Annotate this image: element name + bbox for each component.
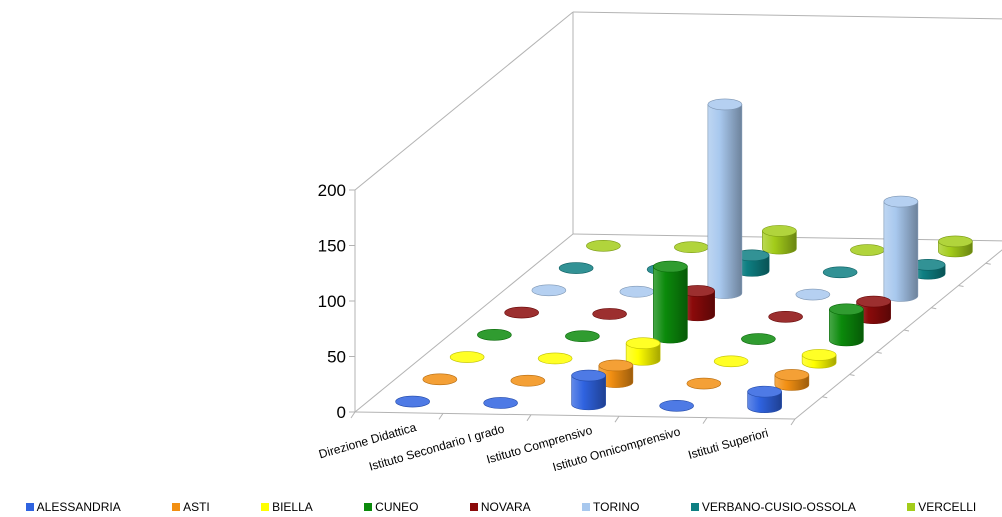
legend-item: ASTI: [172, 500, 210, 514]
y-tick-label: 0: [337, 403, 346, 422]
y-tick-label: 150: [318, 237, 346, 256]
legend-label: TORINO: [593, 500, 640, 514]
chart-marks: [395, 98, 973, 413]
bar: [856, 295, 891, 324]
bar: [707, 98, 743, 299]
bar: [422, 373, 458, 386]
bar: [734, 249, 770, 277]
bar: [850, 244, 885, 256]
y-axis: 0 50 100 150 200: [318, 181, 355, 422]
bar: [659, 399, 694, 412]
bar: [910, 258, 946, 280]
legend-label: BIELLA: [272, 500, 313, 514]
legend-swatch: [582, 503, 591, 511]
legend-swatch: [907, 503, 916, 511]
bar: [768, 310, 803, 323]
legend-swatch: [364, 503, 373, 511]
legend-swatch: [172, 503, 181, 511]
legend-item: TORINO: [582, 500, 639, 514]
bar: [741, 333, 776, 345]
bar: [565, 330, 600, 343]
bar: [592, 308, 627, 320]
y-tick-label: 200: [318, 181, 346, 200]
legend-item: CUNEO: [364, 500, 419, 514]
bar: [395, 395, 430, 408]
bar: [510, 374, 546, 387]
bar: [625, 337, 661, 366]
y-tick-label: 50: [327, 348, 346, 367]
legend-label: CUNEO: [375, 500, 419, 514]
bar: [674, 241, 709, 254]
legend-label: NOVARA: [480, 500, 531, 514]
x-tick-label: Istituti Superiori: [686, 426, 769, 462]
legend-swatch: [469, 503, 478, 511]
bar: [774, 369, 810, 391]
bar: [795, 288, 831, 301]
y-tick-label: 100: [318, 292, 346, 311]
bar: [713, 355, 749, 368]
legend-swatch: [261, 503, 270, 511]
legend-item: NOVARA: [469, 500, 531, 514]
bar: [504, 306, 539, 319]
legend-label: ALESSANDRIA: [36, 500, 121, 514]
bar: [619, 285, 655, 298]
bar: [653, 260, 688, 344]
legend-item: ALESSANDRIA: [25, 500, 121, 514]
bar: [477, 329, 512, 341]
legend-label: ASTI: [183, 500, 210, 514]
legend-item: VERCELLI: [907, 500, 976, 514]
bar: [537, 352, 573, 365]
bar: [801, 349, 837, 369]
legend-item: BIELLA: [261, 500, 313, 514]
bar: [883, 195, 919, 302]
legend-label: VERCELLI: [918, 500, 977, 514]
legend-item: VERBANO-CUSIO-OSSOLA: [690, 500, 856, 514]
bar: [747, 385, 782, 413]
bar: [449, 351, 485, 363]
bar: [598, 359, 634, 388]
legend-label: VERBANO-CUSIO-OSSOLA: [701, 500, 856, 514]
bar: [829, 303, 864, 347]
legend-swatch: [690, 503, 699, 511]
bar: [483, 397, 518, 409]
bar: [938, 235, 973, 258]
bar: [680, 285, 715, 322]
bar: [686, 377, 722, 390]
bar: [586, 240, 621, 252]
bar: [531, 284, 567, 297]
legend-swatch: [25, 503, 34, 511]
bar: [571, 369, 606, 411]
bar: [558, 262, 594, 274]
legend: ALESSANDRIA ASTI BIELLA CUNEO NOVARA TORINO VE…: [0, 498, 1002, 516]
bar: [822, 266, 858, 279]
bar: [762, 225, 797, 255]
